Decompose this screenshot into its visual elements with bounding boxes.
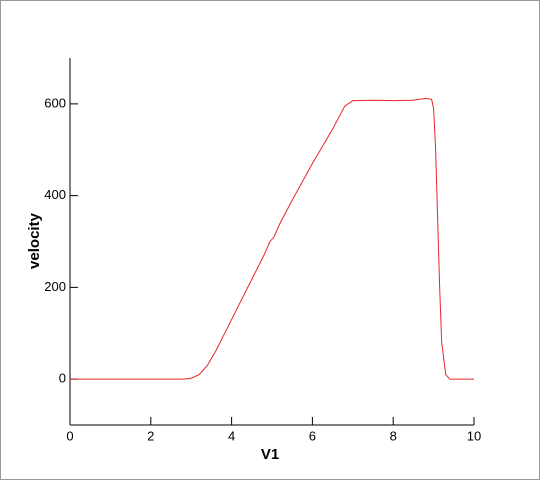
x-tick-label: 6 [309,428,316,443]
x-tick-label: 0 [66,428,73,443]
y-tick-label: 0 [59,371,66,386]
y-tick-label: 200 [44,279,66,294]
x-axis-title: V1 [261,446,279,463]
x-tick-label: 2 [147,428,154,443]
y-tick-label: 600 [44,95,66,110]
x-tick-label: 4 [228,428,235,443]
y-axis-title: velocity [26,212,43,269]
x-tick-label: 8 [390,428,397,443]
x-tick-label: 10 [467,428,481,443]
data-line [70,97,474,380]
y-tick-label: 400 [44,187,66,202]
